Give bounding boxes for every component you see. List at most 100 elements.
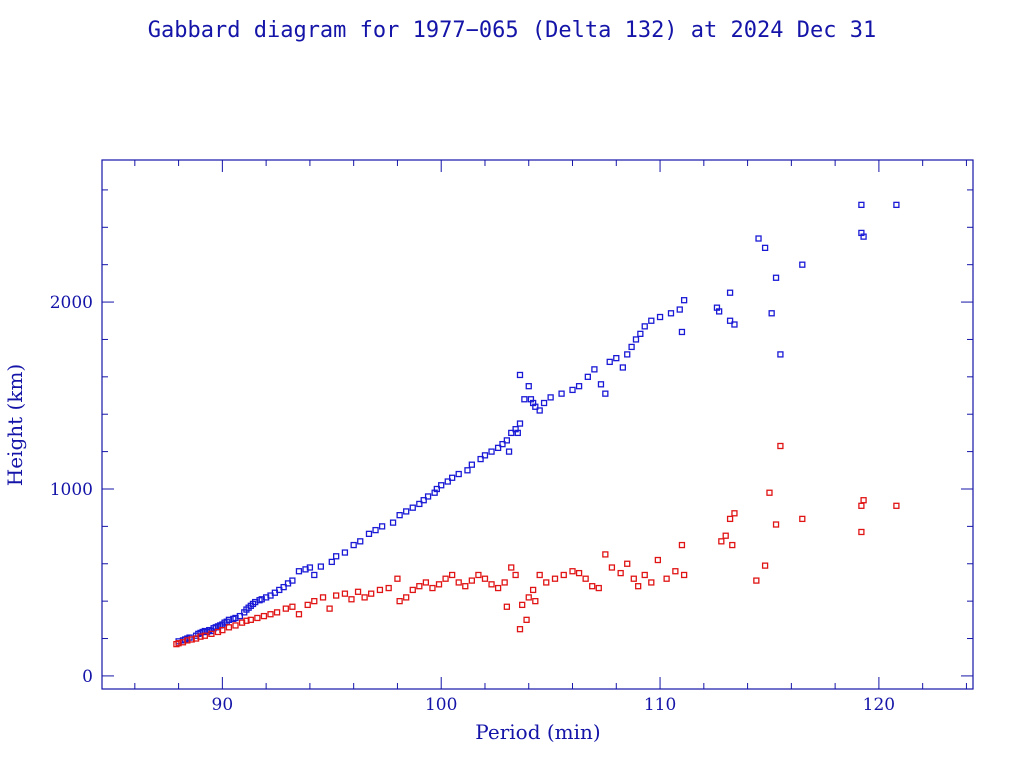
apogee-point: [365, 530, 373, 538]
y-tick-label: 0: [82, 667, 93, 687]
apogee-point: [236, 612, 244, 620]
perigee-point: [525, 594, 532, 601]
perigee-point: [416, 583, 423, 590]
apogee-point: [372, 526, 379, 534]
apogee-point: [575, 383, 583, 390]
apogee-point: [606, 358, 613, 366]
y-axis-label: Height (km): [3, 364, 27, 486]
perigee-point: [799, 515, 806, 523]
apogee-point: [731, 321, 738, 328]
apogee-point: [424, 493, 432, 500]
perigee-point: [635, 583, 642, 590]
apogee-point: [403, 508, 410, 515]
apogee-point: [350, 541, 357, 549]
perigee-point: [569, 568, 576, 575]
perigee-point: [589, 583, 596, 590]
perigee-point: [551, 575, 559, 582]
apogee-point: [628, 343, 635, 351]
x-tick-label: 120: [863, 695, 895, 715]
plot-frame: [101, 159, 974, 690]
apogee-point: [893, 201, 900, 209]
perigee-point: [560, 571, 567, 579]
apogee-point: [396, 512, 403, 519]
perigee-point: [208, 630, 215, 638]
apogee-point: [726, 317, 734, 324]
apogee-point: [514, 429, 521, 437]
apogee-point: [357, 538, 364, 545]
apogee-point: [641, 323, 648, 330]
apogee-point: [306, 564, 314, 571]
perigee-point: [435, 581, 443, 588]
apogee-point: [499, 440, 506, 448]
apogee-point: [597, 381, 605, 388]
apogee-point: [584, 373, 591, 380]
perigee-point: [201, 632, 209, 639]
apogee-point: [438, 482, 445, 489]
perigee-point: [501, 579, 508, 586]
apogee-point: [632, 336, 640, 343]
perigee-point: [319, 594, 327, 601]
apogee-point: [416, 500, 423, 508]
chart-title: Gabbard diagram for 1977−065 (Delta 132)…: [148, 18, 876, 43]
perigee-point: [282, 605, 289, 612]
apogee-point: [768, 310, 775, 317]
perigee-point: [893, 502, 900, 509]
perigee-point: [385, 584, 392, 592]
perigee-point: [617, 569, 624, 577]
perigee-point: [368, 590, 375, 597]
perigee-point: [860, 497, 867, 504]
perigee-point: [422, 579, 430, 586]
perigee-point: [777, 442, 784, 450]
apogee-point: [591, 366, 598, 373]
apogee-point: [613, 354, 620, 362]
perigee-point: [481, 575, 489, 582]
apogee-point: [389, 519, 397, 526]
perigee-point: [449, 571, 456, 579]
apogee-point: [715, 308, 723, 315]
x-tick-label: 90: [212, 695, 234, 715]
perigee-point: [722, 532, 729, 539]
apogee-point: [516, 371, 524, 379]
perigee-point: [641, 571, 648, 579]
perigee-point: [475, 571, 482, 579]
perigee-point: [260, 612, 268, 620]
perigee-point: [543, 579, 550, 586]
apogee-point: [761, 244, 769, 252]
apogee-point: [547, 394, 554, 401]
perigee-point: [772, 521, 780, 528]
perigee-point: [858, 502, 865, 509]
apogee-point: [468, 461, 475, 468]
perigee-point: [394, 575, 401, 582]
x-tick-label: 100: [425, 695, 457, 715]
perigee-point: [254, 614, 261, 622]
apogee-point: [488, 448, 495, 455]
perigee-point: [494, 584, 502, 592]
apogee-point: [494, 444, 502, 452]
apogee-point: [521, 396, 528, 403]
perigee-point: [519, 601, 526, 609]
perigee-point: [602, 551, 609, 558]
apogee-point: [317, 563, 324, 570]
axis-tick-labels: 90 100 110 120 0 1000 2000: [50, 293, 895, 715]
perigee-point: [354, 588, 362, 595]
apogee-point: [516, 420, 524, 427]
perigee-point: [731, 510, 738, 517]
perigee-point: [761, 562, 769, 569]
perigee-point: [729, 541, 736, 549]
perigee-point: [663, 575, 670, 582]
perigee-point: [232, 622, 239, 629]
perigee-point: [341, 590, 349, 597]
perigee-point: [516, 626, 524, 633]
apogee-point: [508, 429, 515, 437]
apogee-point: [505, 448, 513, 455]
y-tick-label: 1000: [50, 480, 93, 500]
apogee-point: [409, 504, 416, 511]
apogee-point: [328, 558, 335, 566]
apogee-point: [755, 235, 762, 242]
apogee-point: [378, 523, 386, 530]
perigee-point: [403, 594, 410, 601]
x-tick-label: 110: [644, 695, 676, 715]
perigee-point: [512, 571, 519, 579]
apogee-point: [503, 437, 511, 444]
apogee-point: [464, 467, 471, 474]
